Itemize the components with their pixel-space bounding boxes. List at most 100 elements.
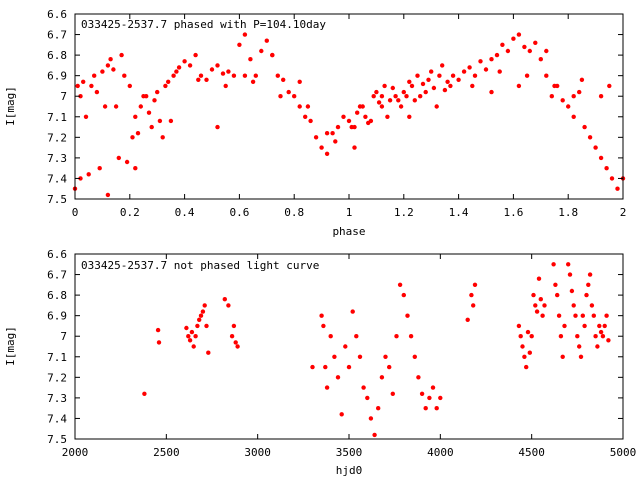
- unphased-data-point: [372, 432, 377, 438]
- unphased-data-point: [602, 323, 607, 329]
- unphased-data-point: [573, 313, 578, 318]
- phased-data-point: [489, 57, 494, 62]
- phased-data-point: [144, 94, 149, 99]
- phased-data-point: [420, 81, 426, 87]
- unphased-data-point: [383, 354, 388, 359]
- phased-data-point: [270, 52, 275, 58]
- unphased-data-point: [408, 334, 414, 339]
- phased-data-point: [390, 85, 395, 91]
- phased-data-point: [135, 131, 141, 136]
- phased-data-point: [522, 44, 527, 50]
- unphased-x-tick-label: 2000: [62, 446, 89, 459]
- unphased-chart-title: 033425-2537.7 not phased light curve: [81, 259, 319, 272]
- unphased-data-point: [595, 344, 600, 349]
- phased-data-point: [253, 73, 258, 78]
- phased-data-point: [81, 79, 86, 85]
- phased-data-point: [426, 77, 431, 83]
- phased-data-point: [615, 186, 620, 191]
- unphased-data-point: [222, 297, 227, 302]
- unphased-data-point: [534, 309, 540, 314]
- unphased-data-point: [600, 334, 606, 339]
- phased-data-point: [182, 59, 187, 64]
- phased-data-point: [330, 131, 335, 136]
- unphased-y-tick-label: 6.7: [47, 269, 67, 282]
- unphased-data-point: [416, 375, 421, 380]
- phased-data-point: [242, 73, 248, 78]
- phased-data-point: [349, 124, 354, 130]
- unphased-data-point: [522, 354, 527, 359]
- phased-data-point: [102, 104, 108, 109]
- unphased-data-point: [567, 272, 573, 277]
- unphased-data-point: [587, 272, 593, 277]
- phased-data-point: [105, 63, 111, 68]
- phased-data-point: [313, 135, 319, 140]
- unphased-data-point: [591, 313, 596, 318]
- unphased-data-point: [202, 303, 207, 308]
- phased-data-point: [319, 145, 324, 150]
- unphased-data-point: [184, 325, 189, 331]
- unphased-data-point: [155, 327, 161, 333]
- unphased-data-point: [197, 317, 202, 322]
- unphased-data-point: [536, 276, 542, 281]
- phased-data-point: [333, 139, 338, 144]
- unphased-data-point: [368, 416, 374, 421]
- phased-data-point: [176, 65, 182, 70]
- phased-data-point: [187, 63, 193, 68]
- phased-data-point: [437, 73, 442, 78]
- phased-data-point: [431, 85, 437, 91]
- unphased-y-tick-label: 7.1: [47, 351, 67, 364]
- unphased-y-tick-label: 7.3: [47, 392, 67, 405]
- phased-data-point: [196, 77, 201, 83]
- phased-x-tick-label: 1.2: [394, 206, 414, 219]
- phased-data-point: [116, 155, 122, 161]
- phased-data-point: [146, 110, 152, 115]
- phased-data-point: [124, 159, 130, 165]
- phased-data-point: [409, 83, 415, 89]
- unphased-data-point: [597, 323, 602, 329]
- phased-data-point: [259, 48, 264, 54]
- unphased-data-point: [540, 313, 545, 318]
- phased-data-point: [297, 104, 302, 109]
- phased-data-point: [324, 151, 330, 156]
- phased-y-tick-label: 6.7: [47, 29, 67, 42]
- unphased-data-point: [558, 334, 564, 339]
- unphased-data-point: [365, 395, 370, 401]
- phased-data-point: [163, 83, 168, 89]
- unphased-data-point: [198, 313, 204, 318]
- unphased-data-point: [538, 297, 543, 302]
- phased-data-point: [376, 100, 382, 105]
- unphased-data-point: [560, 354, 565, 359]
- unphased-data-point: [553, 282, 558, 287]
- phased-x-tick-label: 0.6: [229, 206, 249, 219]
- phased-data-point: [483, 67, 489, 72]
- phased-data-point: [497, 69, 502, 74]
- phased-data-point: [204, 77, 209, 83]
- unphased-data-point: [525, 329, 531, 335]
- phased-y-tick-label: 7: [60, 90, 67, 103]
- unphased-data-point: [465, 317, 470, 322]
- unphased-data-point: [571, 303, 576, 308]
- phased-data-point: [166, 79, 171, 85]
- unphased-data-point: [578, 354, 584, 359]
- unphased-data-point: [598, 329, 604, 335]
- phased-data-point: [305, 104, 311, 109]
- phased-y-tick-label: 6.9: [47, 70, 67, 83]
- unphased-data-point: [427, 395, 432, 401]
- phased-data-point: [113, 104, 119, 109]
- phased-data-point: [168, 118, 174, 124]
- unphased-y-tick-label: 6.6: [47, 248, 67, 261]
- unphased-data-point: [324, 385, 330, 390]
- phased-data-point: [582, 124, 587, 130]
- phased-data-point: [549, 94, 554, 99]
- unphased-data-point: [310, 364, 315, 370]
- unphased-data-point: [376, 406, 381, 411]
- phased-data-point: [456, 77, 461, 83]
- phased-data-point: [127, 83, 132, 89]
- phased-data-point: [209, 67, 215, 72]
- phased-data-point: [407, 79, 412, 85]
- unphased-data-point: [575, 334, 580, 339]
- phased-data-point: [130, 135, 135, 140]
- unphased-data-point: [186, 334, 191, 339]
- phased-data-point: [415, 73, 420, 78]
